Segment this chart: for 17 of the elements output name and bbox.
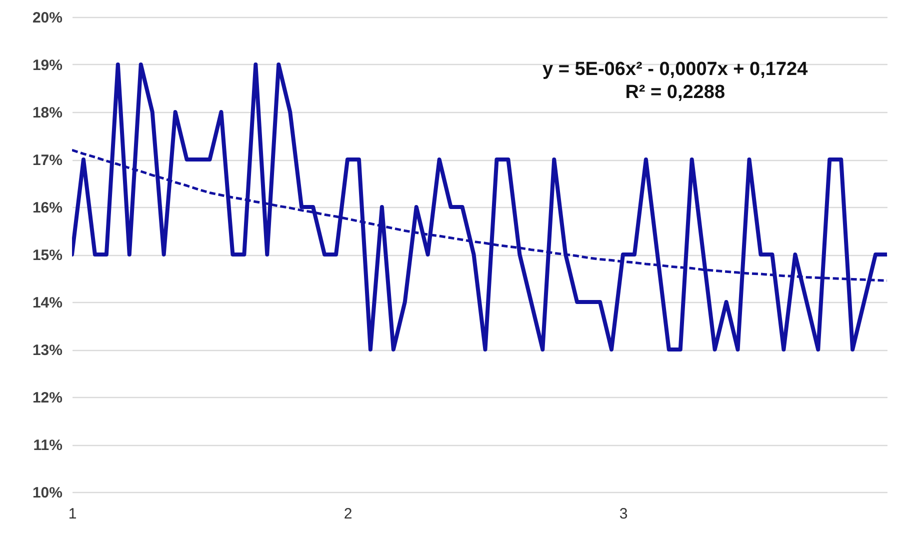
y-tick-label: 14%	[32, 294, 62, 312]
y-tick-label: 13%	[32, 342, 62, 359]
annotation: y = 5E-06x² - 0,0007x + 0,1724	[542, 59, 808, 80]
y-tick-label: 17%	[32, 152, 62, 169]
y-tick-label: 20%	[32, 10, 62, 26]
annotation: R² = 0,2288	[625, 82, 726, 103]
y-tick-label: 10%	[32, 484, 62, 502]
y-tick-label: 15%	[32, 247, 62, 264]
line-series	[72, 62, 887, 352]
x-tick-label: 2	[344, 506, 352, 522]
x-tick-label: 1	[68, 506, 77, 522]
y-tick-label: 18%	[32, 104, 62, 122]
y-tick-label: 12%	[32, 390, 62, 406]
y-tick-label: 19%	[32, 57, 62, 74]
y-tick-label: 16%	[32, 200, 62, 216]
x-tick-label: 3	[619, 506, 628, 522]
y-tick-label: 11%	[33, 437, 62, 454]
